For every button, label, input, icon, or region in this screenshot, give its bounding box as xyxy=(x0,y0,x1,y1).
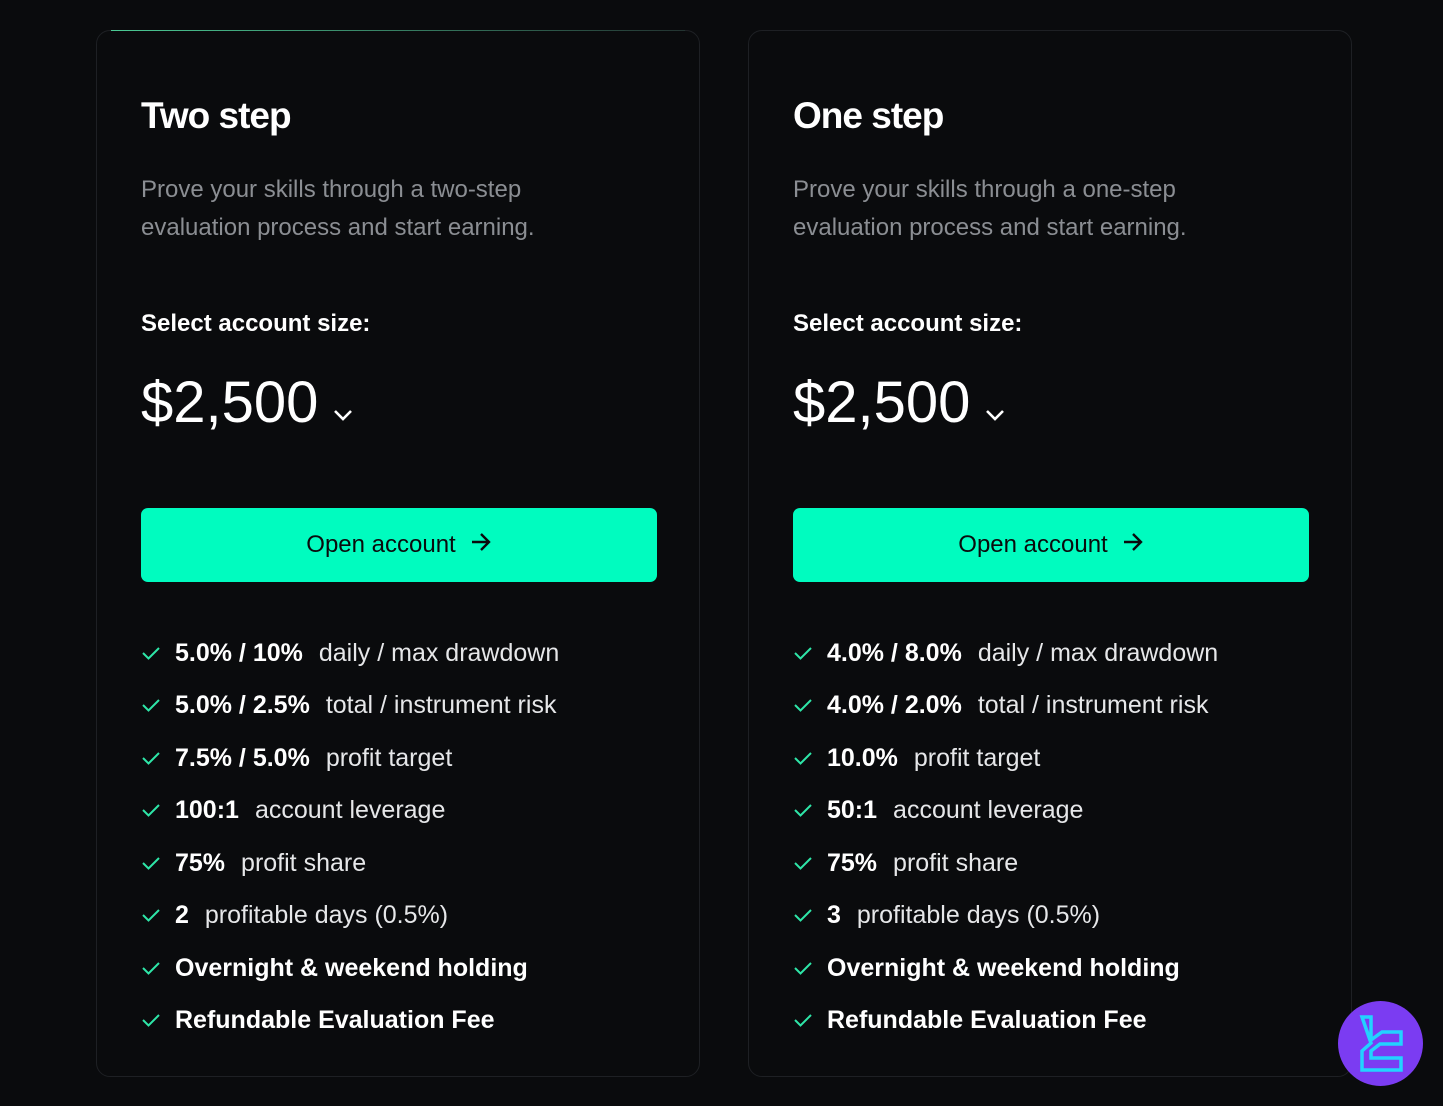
feature-item: 75% profit share xyxy=(141,837,559,890)
feature-text: daily / max drawdown xyxy=(318,638,560,667)
feature-item: 2 profitable days (0.5%) xyxy=(141,890,559,943)
check-icon xyxy=(141,796,161,825)
feature-text: profit target xyxy=(913,743,1041,772)
feature-list: 5.0% / 10% daily / max drawdown 5.0% / 2… xyxy=(141,627,559,1047)
feature-item: Refundable Evaluation Fee xyxy=(793,995,1218,1048)
feature-item: Overnight & weekend holding xyxy=(793,942,1218,995)
feature-value: 4.0% / 8.0% xyxy=(827,638,962,667)
feature-value: 2 xyxy=(175,901,189,930)
plan-description: Prove your skills through a two-step eva… xyxy=(141,176,535,241)
feature-text: account leverage xyxy=(893,796,1084,825)
check-icon xyxy=(141,691,161,720)
feature-value: 75% xyxy=(175,848,226,877)
feature-value: 50:1 xyxy=(827,796,878,825)
feature-text: profitable days (0.5%) xyxy=(856,901,1101,930)
feature-text: profit target xyxy=(325,743,453,772)
feature-value: Overnight & weekend holding xyxy=(827,953,1180,982)
feature-value: 10.0% xyxy=(827,743,898,772)
open-account-label: Open account xyxy=(958,531,1108,558)
feature-value: 7.5% / 5.0% xyxy=(175,743,310,772)
account-size-label: Select account size: xyxy=(141,310,371,337)
plan-description: Prove your skills through a one-step eva… xyxy=(793,176,1187,241)
feature-text: total / instrument risk xyxy=(325,691,557,720)
check-icon xyxy=(793,954,813,983)
check-icon xyxy=(141,849,161,878)
feature-value: Refundable Evaluation Fee xyxy=(827,1006,1147,1035)
account-size-dropdown[interactable]: $2,500 xyxy=(793,369,1006,436)
feature-item: 3 profitable days (0.5%) xyxy=(793,890,1218,943)
brand-logo-watermark xyxy=(1338,1001,1423,1086)
feature-item: Refundable Evaluation Fee xyxy=(141,995,559,1048)
feature-item: 10.0% profit target xyxy=(793,732,1218,785)
check-icon xyxy=(793,639,813,668)
check-icon xyxy=(141,744,161,773)
check-icon xyxy=(793,1006,813,1035)
account-size-value: $2,500 xyxy=(141,370,319,435)
feature-item: Overnight & weekend holding xyxy=(141,942,559,995)
feature-item: 4.0% / 8.0% daily / max drawdown xyxy=(793,627,1218,680)
plan-title: One step xyxy=(793,95,944,136)
open-account-button[interactable]: Open account xyxy=(793,508,1309,582)
brand-logo-icon xyxy=(1359,1014,1403,1072)
feature-item: 75% profit share xyxy=(793,837,1218,890)
check-icon xyxy=(141,639,161,668)
feature-item: 50:1 account leverage xyxy=(793,785,1218,838)
plan-card-two-step: Two step Prove your skills through a two… xyxy=(96,30,700,1077)
feature-value: Overnight & weekend holding xyxy=(175,953,528,982)
feature-text: total / instrument risk xyxy=(977,691,1209,720)
feature-value: 5.0% / 10% xyxy=(175,638,303,667)
check-icon xyxy=(793,796,813,825)
feature-item: 5.0% / 2.5% total / instrument risk xyxy=(141,680,559,733)
feature-text: profit share xyxy=(241,848,367,877)
feature-item: 5.0% / 10% daily / max drawdown xyxy=(141,627,559,680)
chevron-down-icon xyxy=(332,369,354,436)
account-size-label: Select account size: xyxy=(793,310,1023,337)
account-size-dropdown[interactable]: $2,500 xyxy=(141,369,354,436)
open-account-label: Open account xyxy=(306,531,456,558)
check-icon xyxy=(793,849,813,878)
arrow-right-icon xyxy=(470,531,492,559)
feature-item: 100:1 account leverage xyxy=(141,785,559,838)
check-icon xyxy=(793,901,813,930)
feature-value: Refundable Evaluation Fee xyxy=(175,1006,495,1035)
feature-item: 7.5% / 5.0% profit target xyxy=(141,732,559,785)
check-icon xyxy=(793,691,813,720)
check-icon xyxy=(141,901,161,930)
feature-value: 100:1 xyxy=(175,796,239,825)
feature-value: 5.0% / 2.5% xyxy=(175,691,310,720)
feature-value: 4.0% / 2.0% xyxy=(827,691,962,720)
plan-card-one-step: One step Prove your skills through a one… xyxy=(748,30,1352,1077)
feature-item: 4.0% / 2.0% total / instrument risk xyxy=(793,680,1218,733)
plan-title: Two step xyxy=(141,95,292,136)
feature-value: 75% xyxy=(827,848,878,877)
open-account-button[interactable]: Open account xyxy=(141,508,657,582)
check-icon xyxy=(141,954,161,983)
feature-text: profit share xyxy=(893,848,1019,877)
chevron-down-icon xyxy=(984,369,1006,436)
feature-text: daily / max drawdown xyxy=(977,638,1219,667)
arrow-right-icon xyxy=(1122,531,1144,559)
feature-text: profitable days (0.5%) xyxy=(204,901,449,930)
feature-value: 3 xyxy=(827,901,841,930)
feature-list: 4.0% / 8.0% daily / max drawdown 4.0% / … xyxy=(793,627,1218,1047)
check-icon xyxy=(793,744,813,773)
check-icon xyxy=(141,1006,161,1035)
feature-text: account leverage xyxy=(254,796,446,825)
account-size-value: $2,500 xyxy=(793,370,971,435)
